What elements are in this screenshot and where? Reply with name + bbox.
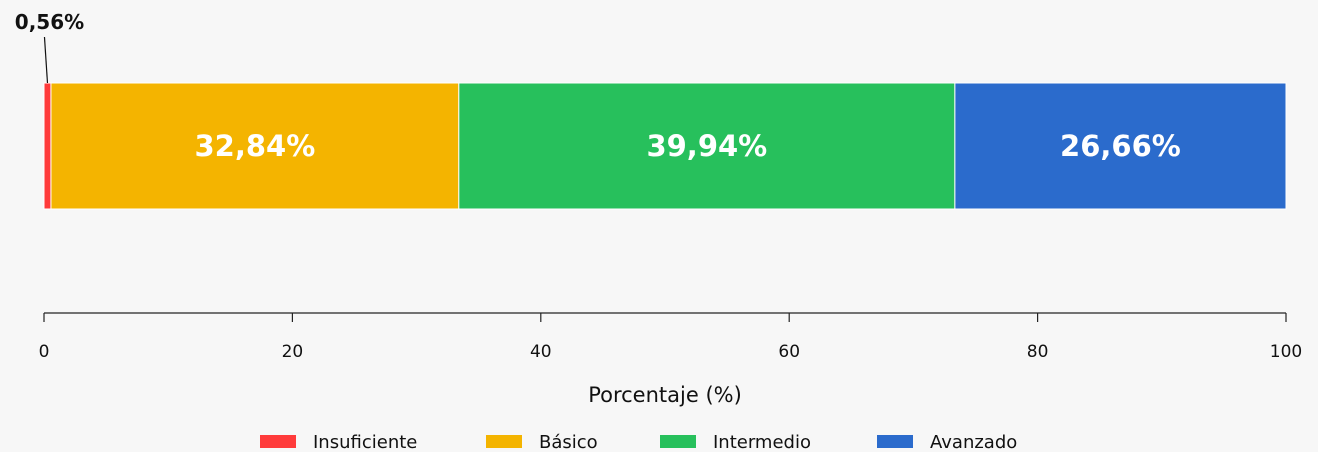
bar-segments <box>43 82 1287 210</box>
x-axis-title: Porcentaje (%) <box>588 383 742 407</box>
legend-label-insuficiente: Insuficiente <box>313 432 417 452</box>
legend-label-avanzado: Avanzado <box>930 432 1017 452</box>
bar-segment-insuficiente <box>43 82 52 210</box>
legend-swatch-basico <box>486 435 522 448</box>
legend: Insuficiente Básico Intermedio Avanzado <box>260 432 1017 452</box>
legend-swatch-insuficiente <box>260 435 296 448</box>
x-tick-label: 80 <box>1027 342 1049 362</box>
segment-labels: 0,56% 32,84% 39,94% 26,66% <box>15 10 1181 163</box>
bar-segment-avanzado <box>954 82 1287 210</box>
data-label-avanzado: 26,66% <box>1060 129 1181 163</box>
x-axis-ticks: 0 20 40 60 80 100 <box>39 313 1302 362</box>
x-tick-label: 0 <box>39 342 50 362</box>
legend-label-basico: Básico <box>539 432 598 452</box>
legend-swatch-avanzado <box>877 435 913 448</box>
leader-line-insuficiente <box>43 36 49 84</box>
legend-swatch-intermedio <box>660 435 696 448</box>
x-tick-label: 20 <box>282 342 304 362</box>
x-tick-label: 60 <box>778 342 800 362</box>
x-tick-label: 100 <box>1270 342 1302 362</box>
bar-segment-intermedio <box>458 82 956 210</box>
data-label-insuficiente: 0,56% <box>15 10 84 34</box>
x-tick-label: 40 <box>530 342 552 362</box>
data-label-basico: 32,84% <box>194 129 315 163</box>
legend-label-intermedio: Intermedio <box>713 432 811 452</box>
data-label-intermedio: 39,94% <box>646 129 767 163</box>
